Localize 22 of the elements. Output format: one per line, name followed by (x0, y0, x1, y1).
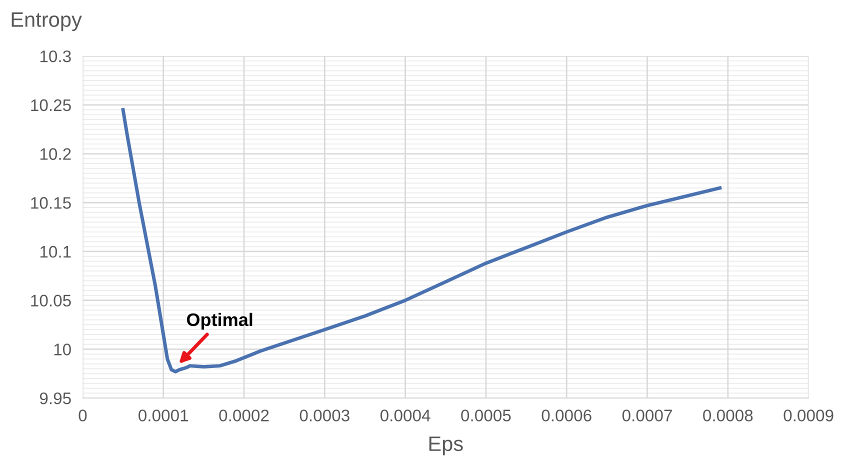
y-tick-label: 9.95 (40, 392, 71, 404)
y-tick-label: 10.05 (31, 294, 71, 307)
x-tick-label: 0.0006 (542, 410, 592, 422)
x-tick-label: 0 (78, 410, 87, 422)
y-axis-title: Entropy (12, 12, 82, 32)
x-tick-label: 0.0005 (461, 410, 511, 422)
y-tick-label: 10 (54, 344, 71, 356)
x-tick-label: 0.0004 (380, 410, 430, 422)
x-tick-label: 0.0009 (784, 410, 834, 422)
x-axis-title: Eps (429, 436, 463, 456)
y-tick-label: 10.2 (40, 148, 71, 160)
annotation: Optimal (186, 312, 252, 330)
y-tick-label: 10.25 (31, 99, 71, 112)
y-tick-label: 10.3 (40, 50, 71, 62)
x-tick-label: 0.0002 (219, 410, 269, 422)
x-tick-label: 0.0008 (703, 410, 753, 422)
x-tick-label: 0.0001 (138, 410, 188, 422)
x-tick-label: 0.0007 (622, 410, 672, 422)
y-tick-label: 10.1 (40, 246, 71, 258)
y-tick-label: 10.15 (31, 197, 71, 209)
x-tick-label: 0.0003 (300, 410, 350, 422)
line-series (121, 108, 722, 374)
